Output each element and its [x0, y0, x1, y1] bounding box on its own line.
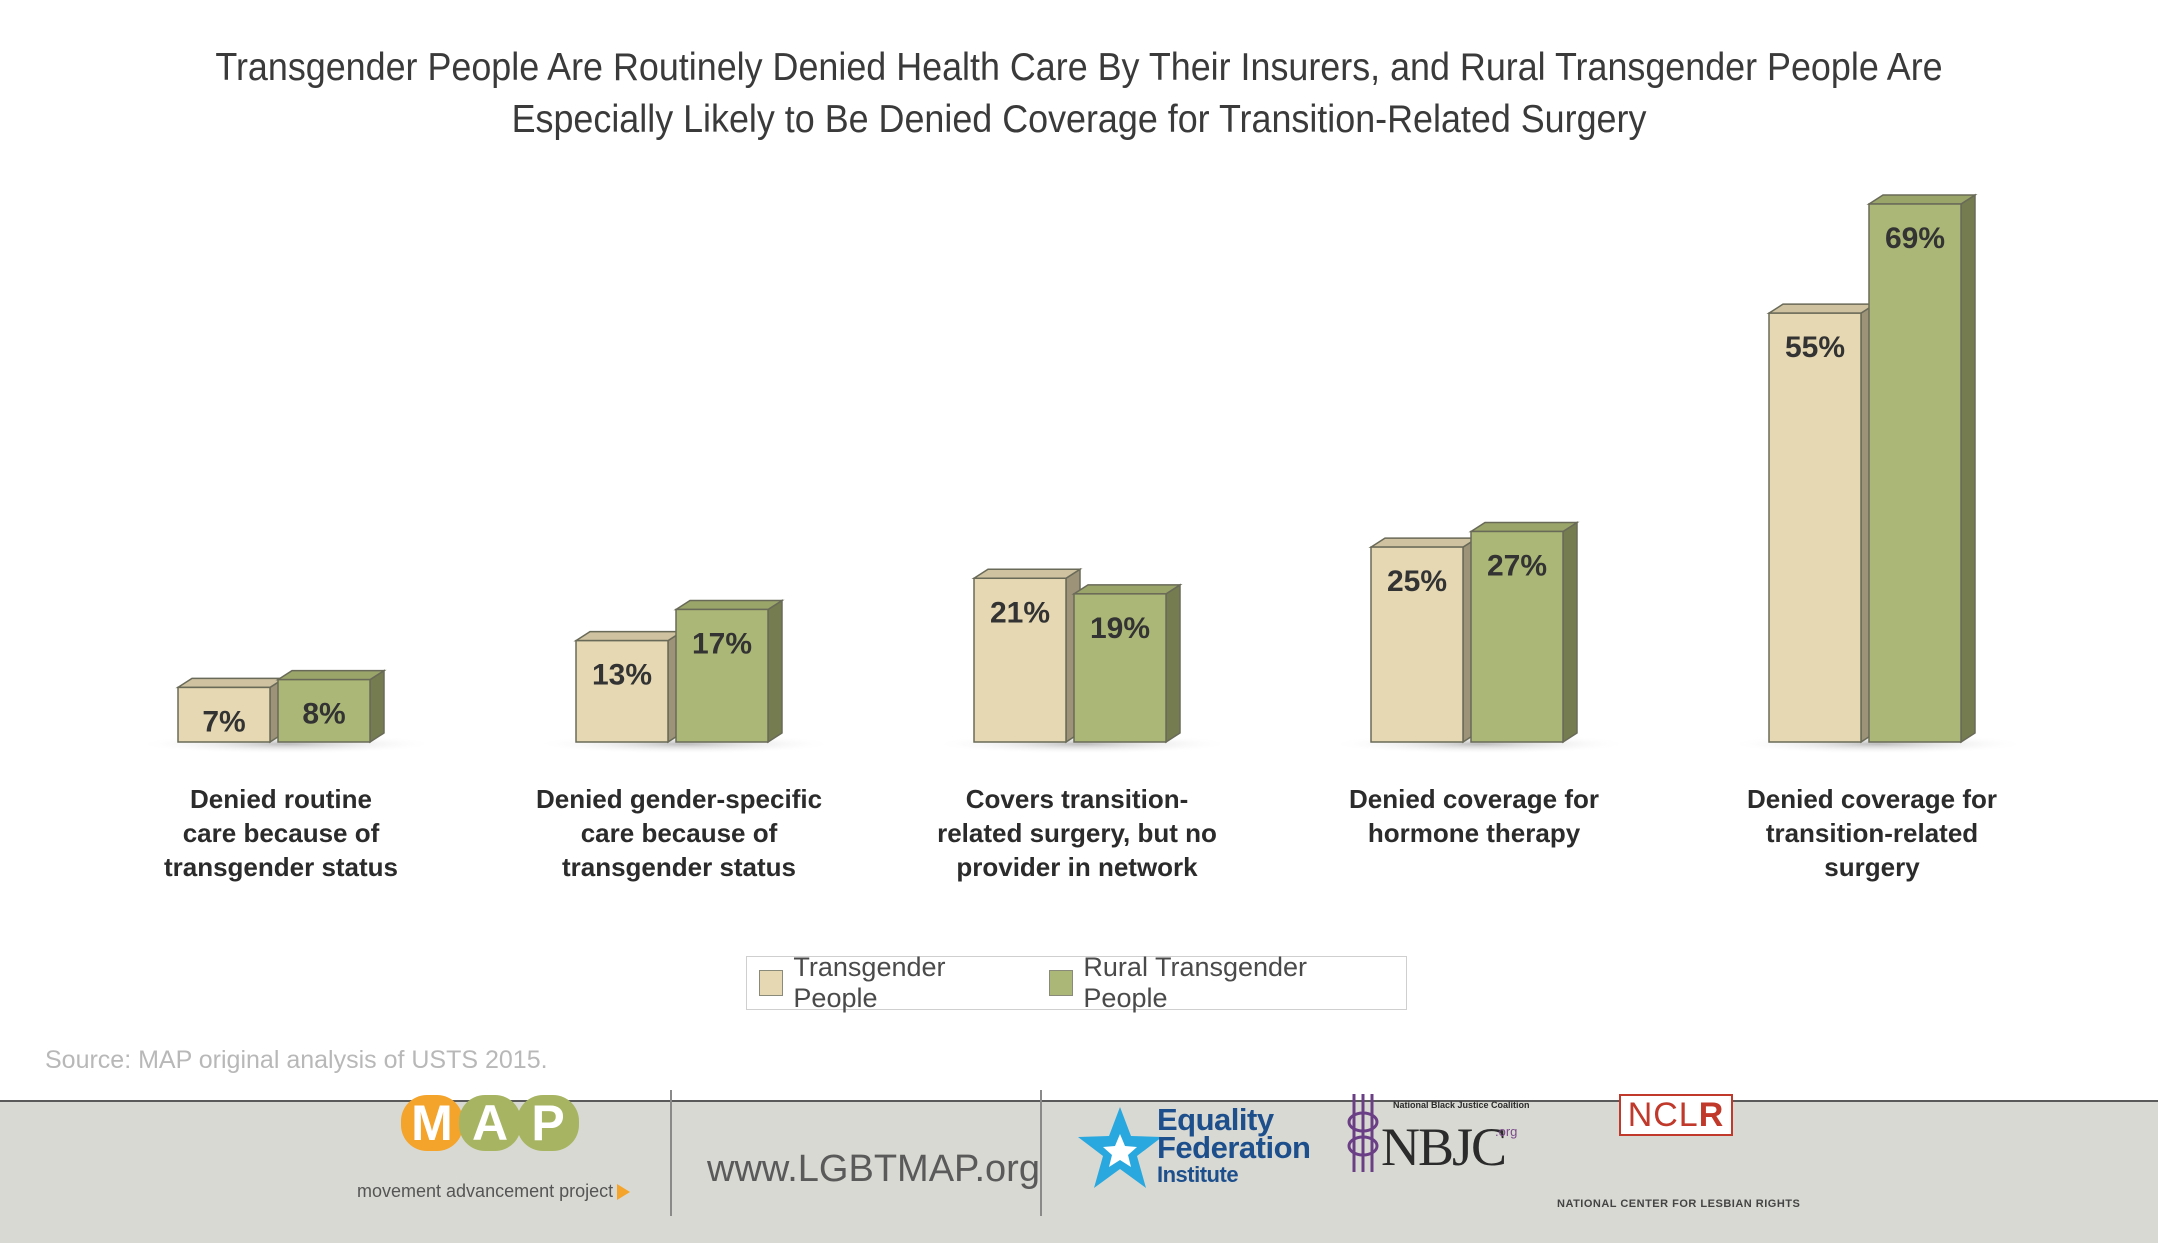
chart-title-line-2: Especially Likely to Be Denied Coverage …	[511, 98, 1647, 141]
legend-swatch-rural	[1049, 970, 1074, 996]
bar-value-label: 21%	[990, 596, 1050, 629]
efi-wordmark: Equality Federation Institute	[1157, 1102, 1311, 1188]
bar-front	[1470, 530, 1564, 743]
nclr-subtitle: NATIONAL CENTER FOR LESBIAN RIGHTS	[1557, 1198, 1801, 1210]
bar-top	[673, 599, 785, 611]
star-icon	[1078, 1107, 1162, 1188]
bar-front	[973, 577, 1067, 743]
map-letter-m: M	[401, 1095, 463, 1151]
category-label: Denied coverage for transition-related s…	[1747, 784, 1997, 882]
map-logo[interactable]: M A P movement advancement project	[357, 1095, 633, 1225]
bar-front	[277, 678, 371, 743]
bar-value-label: 13%	[592, 659, 652, 692]
bar-value-label: 8%	[302, 698, 345, 731]
bar-top	[1071, 584, 1183, 595]
bar-top	[1468, 521, 1580, 533]
bar-front	[1370, 546, 1464, 743]
bar-front	[675, 608, 769, 743]
bar-value-label: 7%	[202, 705, 245, 738]
nclr-logo[interactable]: NCLR NATIONAL CENTER FOR LESBIAN RIGHTS	[1555, 1090, 1815, 1220]
chart-title: Transgender People Are Routinely Denied …	[86, 42, 2071, 146]
map-wordmark: M A P	[401, 1095, 579, 1151]
nclr-word-a: NCL	[1627, 1096, 1699, 1134]
bar-front	[575, 639, 669, 743]
bar-top	[1368, 537, 1480, 548]
nclr-word-b: R	[1698, 1096, 1725, 1134]
bar-side	[767, 599, 783, 744]
efi-line-2: Federation	[1157, 1130, 1311, 1165]
category-label: Denied coverage for hormone therapy	[1349, 784, 1599, 848]
bar-value-label: 55%	[1785, 331, 1845, 364]
category-label: Denied gender-specific care because of t…	[535, 784, 823, 882]
efi-line-1: Equality	[1157, 1102, 1274, 1137]
efi-line-3: Institute	[1157, 1162, 1239, 1187]
nbjc-tagline: National Black Justice Coalition	[1393, 1100, 1530, 1110]
bar-side	[369, 669, 385, 744]
bar-value-label: 19%	[1090, 612, 1150, 645]
efi-logo[interactable]: Equality Federation Institute	[1075, 1092, 1315, 1222]
chart-title-line-1: Transgender People Are Routinely Denied …	[215, 46, 1943, 89]
play-arrow-icon	[617, 1184, 631, 1201]
bar-value-label: 25%	[1387, 565, 1447, 598]
bar-top	[573, 630, 685, 642]
bar-value-label: 17%	[692, 627, 752, 660]
bar-value-label: 27%	[1487, 549, 1547, 582]
legend-label-rural: Rural Transgender People	[1083, 952, 1308, 1013]
bar-top	[1866, 194, 1978, 205]
website-link[interactable]: www.LGBTMAP.org	[707, 1148, 1040, 1190]
bar-top	[175, 677, 287, 689]
bar-front	[177, 686, 271, 743]
bar-front	[1868, 203, 1962, 743]
bar-side	[1165, 583, 1181, 744]
source-note: Source: MAP original analysis of USTS 20…	[45, 1046, 548, 1074]
bar-front	[1073, 593, 1167, 743]
bar-side	[1562, 521, 1578, 744]
bar-top	[971, 568, 1083, 580]
legend-item-transgender: Transgender People	[759, 952, 1021, 1014]
nclr-wordmark: NCLR	[1619, 1094, 1733, 1136]
map-letter-p: P	[517, 1095, 579, 1151]
bar-top	[1766, 303, 1878, 314]
footer-divider-1	[670, 1090, 672, 1216]
nbjc-wordmark: NBJC	[1381, 1117, 1507, 1177]
bar-side	[1960, 193, 1976, 744]
legend-swatch-transgender	[759, 970, 784, 996]
chart-legend: Transgender People Rural Transgender Peo…	[746, 952, 1407, 1013]
nbjc-org: .org	[1495, 1124, 1518, 1139]
bar-front	[1768, 312, 1862, 743]
map-letter-a: A	[459, 1095, 521, 1151]
map-subtitle: movement advancement project	[357, 1181, 631, 1202]
category-label: Covers transition- related surgery, but …	[937, 784, 1217, 882]
legend-label-transgender: Transgender People	[793, 952, 946, 1013]
nbjc-logo[interactable]: National Black Justice Coalition NBJC .o…	[1345, 1088, 1545, 1218]
footer-bar	[0, 1100, 2158, 1243]
category-label: Denied routine care because of transgend…	[163, 784, 399, 882]
bar-chart: 7% 13% 21% 25% 55% 8% 17% 19% 27% 69%	[137, 193, 2028, 754]
bar-value-label: 69%	[1885, 222, 1945, 255]
footer-divider-2	[1040, 1090, 1042, 1216]
bar-top	[275, 669, 387, 681]
legend-item-rural: Rural Transgender People	[1049, 952, 1378, 1014]
nbjc-emblem-icon	[1347, 1094, 1379, 1172]
map-subtitle-text: movement advancement project	[357, 1181, 614, 1201]
